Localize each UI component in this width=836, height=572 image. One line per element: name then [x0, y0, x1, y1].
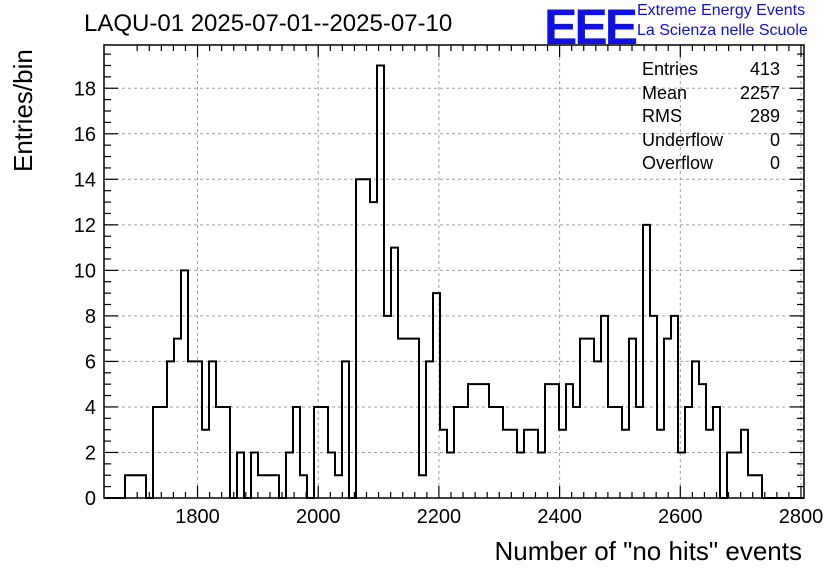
- stats-label: Entries: [642, 59, 699, 79]
- y-tick-label: 8: [85, 306, 96, 328]
- y-tick-label: 2: [85, 442, 96, 464]
- stats-value: 0: [769, 153, 780, 174]
- plot-frame: [103, 44, 805, 499]
- stats-row-rms: RMS 289: [642, 105, 780, 129]
- x-tick-label: 2200: [417, 506, 462, 528]
- y-tick-label: 12: [74, 215, 96, 237]
- x-axis-ticks: 1800 2000 2200 2400 2600 2800: [136, 45, 824, 528]
- stats-label: RMS: [642, 106, 682, 127]
- y-tick-label: 0: [85, 488, 96, 510]
- stats-row-overflow: Overflow 0: [642, 152, 780, 176]
- x-tick-label: 2800: [779, 506, 824, 528]
- stats-box: Entries 413 Mean 2257 RMS 289 Underflow …: [642, 58, 780, 176]
- y-tick-label: 10: [74, 260, 96, 282]
- logo-line-2: La Scienza nelle Scuole: [637, 22, 808, 39]
- x-axis-label: Number of "no hits" events: [494, 536, 803, 566]
- stats-label: Mean: [642, 82, 688, 103]
- y-tick-label: 4: [85, 397, 96, 419]
- y-tick-label: 16: [74, 124, 96, 146]
- x-tick-label: 2000: [296, 506, 341, 528]
- y-axis-ticks: 0 2 4 6 8 10 12 14 16 18: [74, 53, 804, 510]
- eee-logo: EEE: [544, 0, 638, 55]
- y-axis-label: Entries/bin: [8, 49, 38, 172]
- logo-line-1: Extreme Energy Events: [637, 2, 806, 19]
- stats-row-entries: Entries 413: [642, 58, 780, 82]
- y-tick-label: 6: [85, 351, 96, 373]
- x-tick-label: 2600: [658, 506, 703, 528]
- stats-value: 0: [769, 129, 780, 150]
- stats-value: 289: [749, 106, 780, 127]
- histogram-line: [104, 64, 804, 499]
- stats-label: Underflow: [642, 129, 724, 150]
- x-tick-label: 1800: [175, 506, 220, 528]
- stats-row-mean: Mean 2257: [642, 82, 780, 106]
- y-tick-label: 18: [74, 78, 96, 100]
- stats-row-underflow: Underflow 0: [642, 129, 780, 153]
- y-tick-label: 14: [74, 169, 96, 191]
- stats-value: 413: [749, 59, 780, 79]
- chart-title: LAQU-01 2025-07-01--2025-07-10: [84, 10, 453, 37]
- stats-label: Overflow: [642, 153, 714, 174]
- x-tick-label: 2400: [537, 506, 582, 528]
- stats-value: 2257: [739, 82, 780, 103]
